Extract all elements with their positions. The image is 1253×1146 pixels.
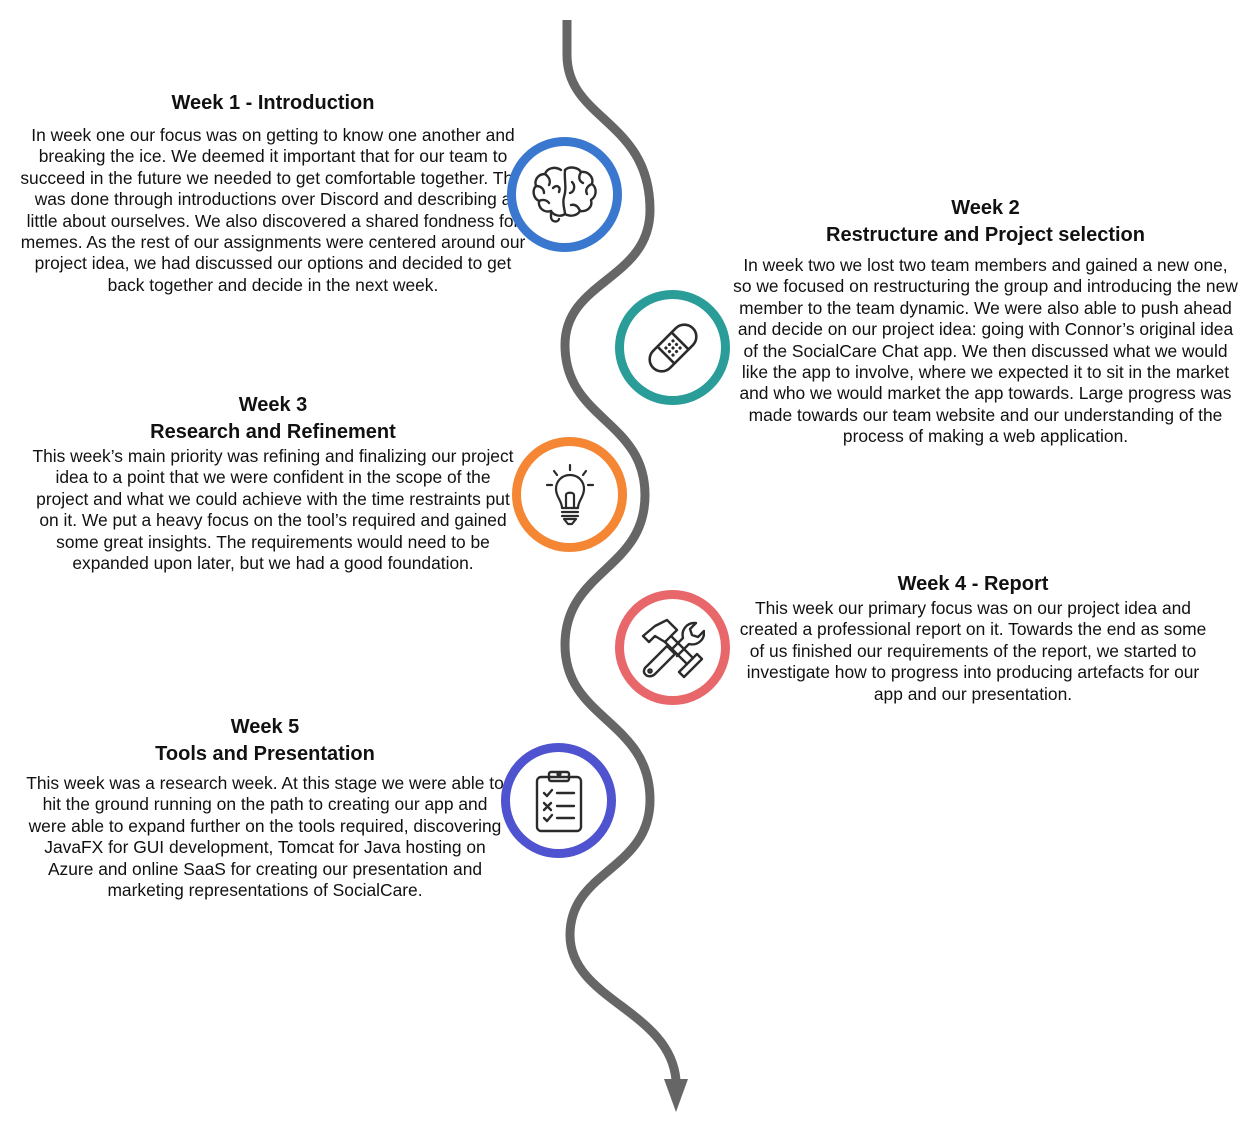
week-5-title-line-1: Week 5	[230, 716, 300, 738]
week-4-entry: Week 4 - Report This week our primary fo…	[732, 571, 1214, 705]
week-4-body: This week our primary focus was on our p…	[739, 598, 1207, 704]
brain-icon	[531, 165, 597, 223]
week-5-title-line-2: Tools and Presentation	[155, 743, 375, 765]
week-2-body: In week two we lost two team members and…	[733, 255, 1238, 447]
week-4-title: Week 4 - Report	[897, 573, 1049, 595]
lightbulb-icon	[545, 463, 594, 525]
week-5-entry: Week 5 Tools and Presentation This week …	[22, 714, 508, 901]
week-2-title-line-2: Restructure and Project selection	[826, 224, 1145, 246]
week-3-title-line-2: Research and Refinement	[150, 421, 396, 443]
week-4-icon-circle	[615, 590, 730, 705]
timeline-arrowhead	[664, 1079, 688, 1112]
week-3-body: This week’s main priority was refining a…	[32, 446, 514, 574]
week-1-entry: Week 1 - Introduction In week one our fo…	[18, 90, 528, 296]
week-3-icon-circle	[512, 437, 627, 552]
week-3-title-line-1: Week 3	[238, 394, 308, 416]
week-1-body: In week one our focus was on getting to …	[20, 125, 526, 295]
week-2-title-line-1: Week 2	[951, 197, 1020, 219]
week-1-title: Week 1 - Introduction	[171, 92, 375, 114]
week-3-entry: Week 3 Research and Refinement This week…	[28, 392, 518, 574]
week-5-body: This week was a research week. At this s…	[26, 773, 504, 901]
tools-icon	[641, 618, 705, 678]
week-5-icon-circle	[501, 743, 616, 858]
week-2-entry: Week 2 Restructure and Project selection…	[733, 195, 1238, 448]
clipboard-checklist-icon	[535, 770, 582, 832]
week-1-icon-circle	[507, 137, 622, 252]
timeline-curve	[560, 20, 681, 1081]
bandage-icon	[647, 322, 698, 373]
week-2-icon-circle	[615, 290, 730, 405]
